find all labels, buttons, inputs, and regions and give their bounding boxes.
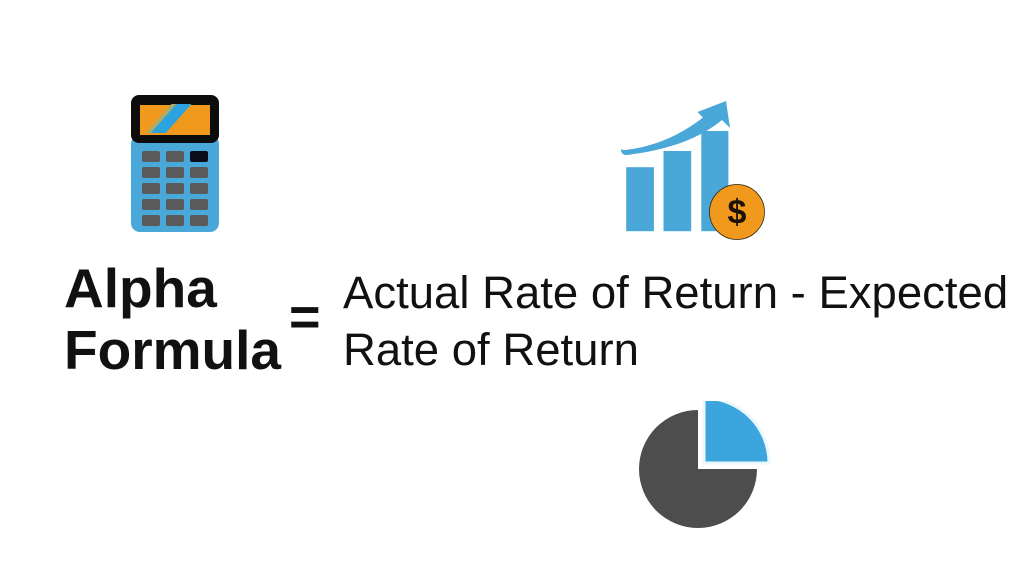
svg-text:$: $ [728, 194, 747, 232]
